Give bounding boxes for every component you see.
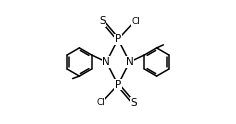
Text: P: P	[115, 80, 121, 90]
Text: N: N	[102, 57, 110, 67]
Text: S: S	[99, 16, 106, 26]
Text: P: P	[115, 34, 121, 44]
Text: Cl: Cl	[96, 98, 105, 107]
Text: N: N	[126, 57, 134, 67]
Text: S: S	[130, 98, 137, 108]
Text: Cl: Cl	[131, 17, 140, 26]
